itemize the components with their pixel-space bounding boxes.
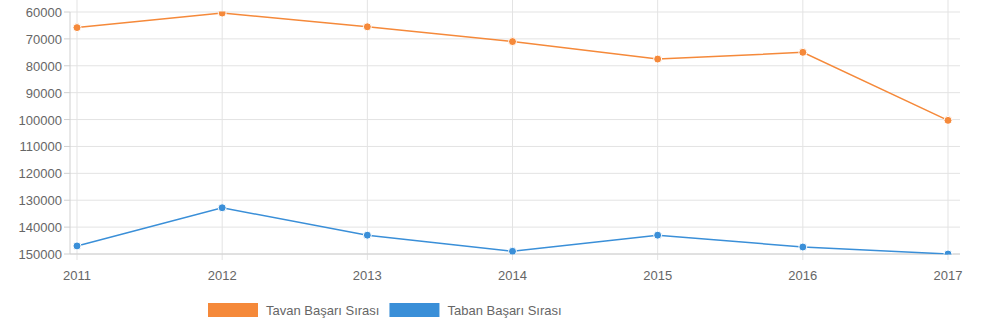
x-tick-label: 2016 bbox=[788, 268, 817, 283]
grid-line bbox=[70, 227, 960, 228]
series-point bbox=[73, 242, 81, 250]
series-point bbox=[654, 55, 662, 63]
series-point bbox=[218, 12, 226, 18]
grid-line bbox=[70, 65, 960, 66]
grid-line bbox=[70, 146, 960, 147]
tick-mark bbox=[64, 12, 70, 13]
series-point bbox=[218, 204, 226, 212]
y-tick-label: 140000 bbox=[19, 220, 62, 235]
chart: 60000 70000 80000 90000 100000 110000 120000 13… bbox=[0, 0, 997, 328]
y-tick-label: 120000 bbox=[19, 166, 62, 181]
series-point bbox=[799, 48, 807, 56]
grid-line-x bbox=[657, 0, 658, 260]
x-tick-label: 2013 bbox=[353, 268, 382, 283]
legend-label: Taban Başarı Sırası bbox=[447, 303, 561, 318]
tick-mark bbox=[64, 92, 70, 93]
grid-line bbox=[70, 173, 960, 174]
y-tick-label: 150000 bbox=[19, 247, 62, 262]
series-point bbox=[799, 243, 807, 251]
tick-mark bbox=[64, 146, 70, 147]
series-point bbox=[363, 23, 371, 31]
grid-line-x bbox=[77, 0, 78, 260]
grid-line-x bbox=[802, 0, 803, 260]
series-point bbox=[944, 250, 952, 255]
series-point bbox=[654, 231, 662, 239]
series-point bbox=[509, 247, 517, 254]
y-tick-label: 130000 bbox=[19, 193, 62, 208]
grid-line bbox=[70, 12, 960, 13]
tick-mark bbox=[64, 227, 70, 228]
y-tick-label: 100000 bbox=[19, 113, 62, 128]
y-axis bbox=[70, 12, 71, 254]
x-tick-label: 2012 bbox=[208, 268, 237, 283]
tick-mark bbox=[64, 200, 70, 201]
grid-line bbox=[70, 92, 960, 93]
legend-swatch bbox=[389, 303, 439, 317]
legend-label: Tavan Başarı Sırası bbox=[266, 303, 379, 318]
y-tick-label: 80000 bbox=[26, 59, 62, 74]
tick-mark bbox=[64, 119, 70, 120]
grid-line bbox=[70, 200, 960, 201]
tick-mark bbox=[64, 65, 70, 66]
y-tick-label: 90000 bbox=[26, 86, 62, 101]
plot-area bbox=[73, 12, 952, 255]
y-tick-label: 70000 bbox=[26, 32, 62, 47]
tick-mark bbox=[64, 173, 70, 174]
x-tick-label: 2011 bbox=[63, 268, 91, 283]
y-tick-label: 60000 bbox=[26, 5, 62, 20]
x-tick-label: 2017 bbox=[934, 268, 963, 283]
series-point bbox=[944, 116, 952, 124]
series-line bbox=[77, 13, 948, 120]
series-point bbox=[363, 231, 371, 239]
series-point bbox=[509, 38, 517, 46]
y-tick-label: 110000 bbox=[20, 139, 62, 154]
grid-line-x bbox=[367, 0, 368, 260]
x-tick-label: 2014 bbox=[498, 268, 527, 283]
tick-mark bbox=[64, 254, 70, 255]
series-point bbox=[73, 24, 81, 32]
legend-swatch bbox=[208, 303, 258, 317]
tick-mark bbox=[64, 38, 70, 39]
grid-line bbox=[70, 119, 960, 120]
grid-line-x bbox=[948, 0, 949, 260]
grid-line-x bbox=[222, 0, 223, 260]
x-tick-label: 2015 bbox=[643, 268, 672, 283]
